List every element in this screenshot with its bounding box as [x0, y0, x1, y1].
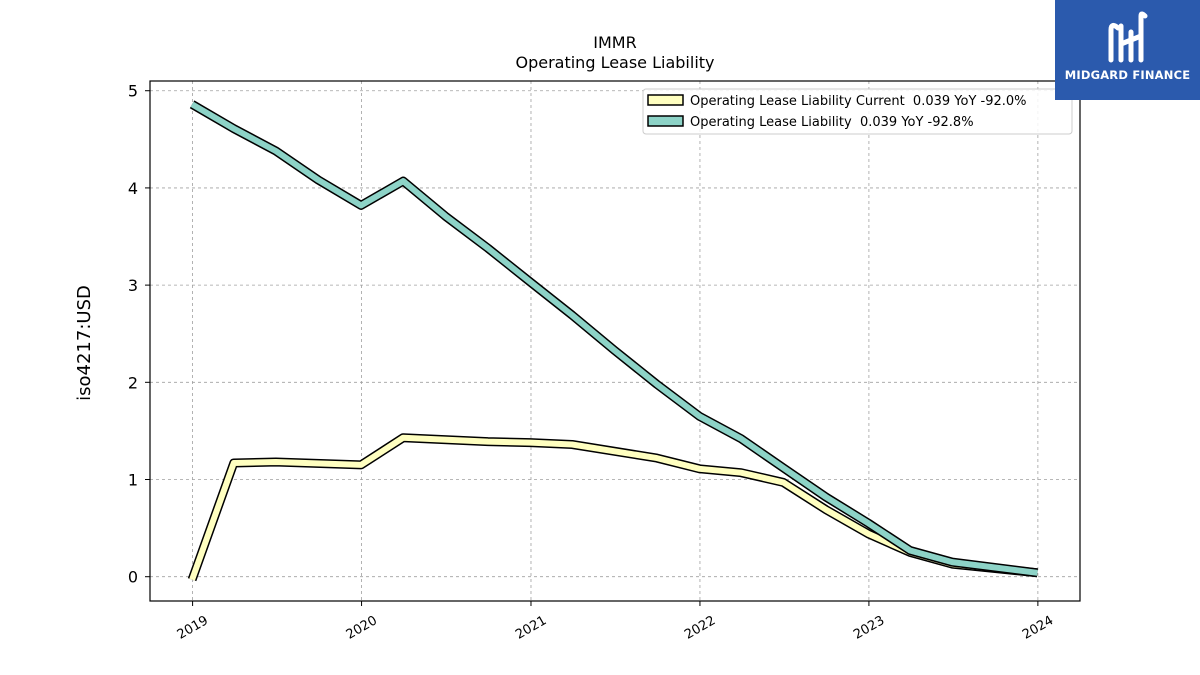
series-lines	[187, 100, 1038, 582]
x-tick-label: 2020	[344, 613, 380, 643]
chart-title: IMMR	[593, 33, 636, 52]
x-tick-label: 2022	[682, 613, 718, 643]
legend-swatch-current	[647, 94, 684, 106]
y-axis-label: iso4217:USD	[74, 285, 95, 401]
y-tick-label: 0	[128, 568, 138, 587]
legend-label-total: Operating Lease Liability 0.039 YoY -92.…	[690, 115, 974, 130]
series-outline	[187, 433, 1038, 582]
y-tick-label: 5	[128, 82, 138, 101]
series-line	[190, 101, 1038, 576]
legend-box	[642, 88, 1073, 135]
brand-logo-mark-icon	[1108, 11, 1148, 63]
brand-logo-text: MIDGARD FINANCE	[1064, 68, 1191, 82]
x-tick-label: 2019	[175, 613, 211, 643]
y-tick-label: 3	[128, 276, 138, 295]
plot-frame	[149, 80, 1081, 602]
grid-lines	[150, 81, 1080, 601]
series-line	[189, 434, 1038, 581]
x-tick-label: 2024	[1020, 613, 1056, 643]
brand-logo: MIDGARD FINANCE	[1055, 0, 1200, 100]
legend-swatch-total	[647, 115, 684, 127]
legend: Operating Lease Liability Current 0.039 …	[642, 88, 1073, 135]
x-tick-label: 2021	[513, 613, 549, 643]
x-tick-label: 2023	[851, 613, 887, 643]
series-outline	[189, 100, 1038, 578]
chart-subtitle: Operating Lease Liability	[515, 53, 714, 72]
y-tick-label: 1	[128, 471, 138, 490]
y-tick-label: 2	[128, 373, 138, 392]
y-tick-label: 4	[128, 179, 138, 198]
legend-label-current: Operating Lease Liability Current 0.039 …	[690, 94, 1027, 109]
